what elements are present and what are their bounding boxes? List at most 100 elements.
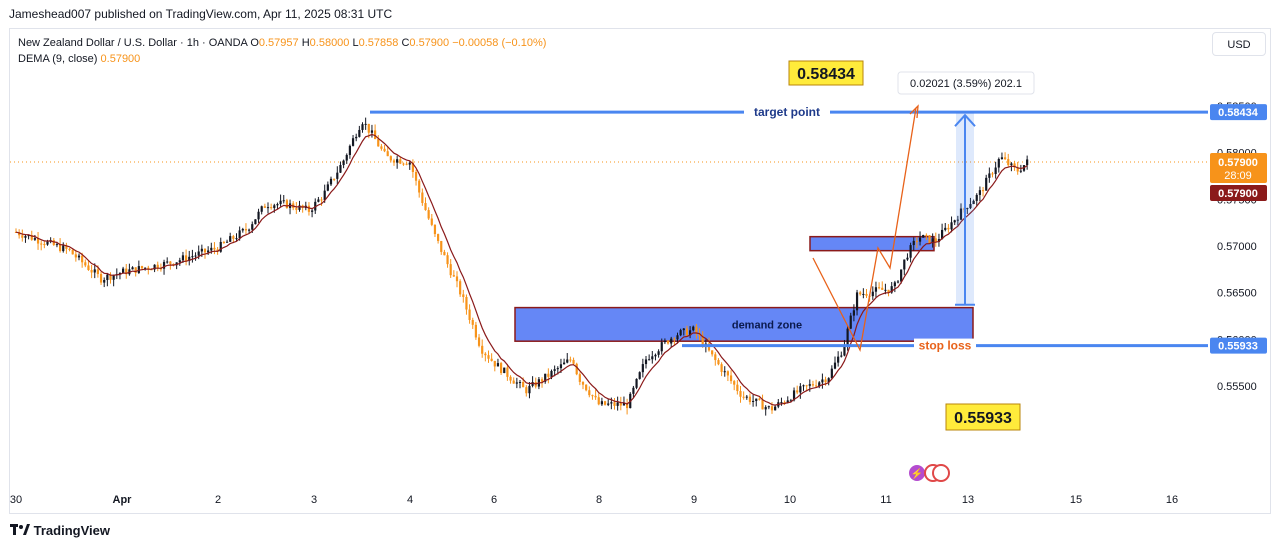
candle-body: [333, 178, 336, 180]
currency-button[interactable]: USD: [1212, 32, 1266, 56]
candle-body: [613, 402, 616, 406]
measure-arrow-head: [954, 113, 976, 127]
candle-body: [248, 229, 251, 231]
candle-body: [1004, 157, 1007, 160]
supply-demand-small-zone: [809, 235, 935, 252]
candle-body: [342, 160, 345, 166]
y-tick-label: 0.56500: [1217, 288, 1257, 300]
candle-body: [994, 167, 997, 174]
axes: 0.585000.580000.575000.570000.565000.560…: [10, 101, 1267, 506]
candle-body: [443, 251, 446, 256]
tradingview-logo-icon: [10, 523, 34, 538]
candle-body: [975, 194, 978, 201]
candle-body: [985, 177, 988, 191]
candle-body: [36, 238, 40, 244]
candle-body: [266, 207, 270, 209]
lightning-glyph-icon: ⚡: [911, 467, 923, 480]
candle-body: [122, 268, 125, 274]
stop-badge-text: 0.55933: [954, 410, 1012, 427]
close-value: 0.57900: [409, 37, 450, 49]
candle-body: [843, 344, 846, 356]
candle-body: [21, 235, 24, 238]
x-tick-label: Apr: [113, 494, 133, 506]
candle-body: [689, 330, 692, 336]
candle-body: [909, 245, 912, 258]
candle-body: [90, 270, 93, 273]
candle-body: [314, 201, 317, 211]
candle-body: [937, 239, 941, 242]
candle-body: [339, 165, 342, 173]
projection-path: [812, 107, 917, 353]
candle-body: [229, 236, 232, 242]
candle-body: [518, 382, 522, 384]
candle-body: [692, 326, 695, 331]
candle-body: [566, 359, 569, 363]
brand-name: TradingView: [33, 523, 110, 538]
candle-body: [503, 367, 506, 374]
candle-body: [260, 206, 263, 212]
candle-body: [588, 390, 591, 396]
candle-body: [216, 249, 219, 252]
candle-body: [144, 267, 147, 269]
candle-body: [752, 400, 755, 402]
candle-body: [437, 234, 440, 241]
candle-body: [1026, 159, 1029, 166]
candle-body: [1000, 157, 1004, 160]
candle-body: [30, 235, 33, 240]
candle-body: [859, 292, 862, 295]
candle-body: [632, 387, 635, 394]
candle-body: [317, 199, 320, 202]
candle-body: [254, 219, 257, 225]
high-label: H: [301, 37, 310, 49]
candle-body: [711, 350, 714, 355]
candle-body: [134, 267, 137, 273]
candle-body: [181, 255, 185, 261]
candle-body: [449, 264, 452, 276]
candle-body: [581, 381, 585, 385]
x-tick-label: 9: [691, 494, 697, 506]
candle-body: [178, 260, 181, 263]
candle-body: [673, 338, 676, 340]
candle-body: [906, 257, 909, 260]
last-price-tag: 0.57900: [1218, 157, 1258, 169]
candle-body: [824, 379, 827, 383]
candle-body: [414, 172, 418, 181]
candle-body: [547, 373, 550, 377]
y-tick-label: 0.55500: [1217, 381, 1257, 393]
candle-body: [698, 333, 701, 336]
candle-body: [93, 269, 96, 273]
candle-body: [46, 241, 49, 245]
dema-price-tag: 0.57900: [1218, 188, 1258, 200]
candle-body: [329, 178, 333, 185]
last-price-tag-bg: [1210, 153, 1267, 183]
candle-body: [544, 373, 547, 382]
dema-value: 0.57900: [100, 53, 141, 65]
candle-body: [77, 255, 81, 258]
candle-body: [556, 368, 559, 370]
candle-body: [522, 382, 525, 388]
candle-body: [679, 330, 682, 336]
candle-body: [981, 190, 985, 192]
candle-body: [575, 363, 578, 375]
candle-body: [748, 396, 752, 402]
candle-body: [427, 210, 430, 219]
candle-body: [194, 255, 197, 257]
candle-body: [367, 123, 370, 133]
candle-body: [887, 289, 890, 293]
candle-body: [474, 324, 477, 338]
candle-body: [166, 261, 169, 263]
stop-loss-label: stop loss: [919, 339, 972, 353]
candle-body: [572, 359, 575, 364]
candle-body: [279, 200, 282, 205]
symbol-title: New Zealand Dollar / U.S. Dollar · 1h · …: [18, 37, 248, 49]
candle-body: [950, 222, 953, 230]
candle-body: [112, 275, 115, 280]
candle-body: [477, 337, 481, 346]
dema-label: DEMA (9, close): [18, 53, 98, 65]
candle-body: [818, 382, 821, 386]
candle-body: [855, 292, 859, 311]
candle-body: [808, 384, 811, 386]
candle-body: [745, 396, 748, 398]
candle-body: [644, 359, 648, 365]
